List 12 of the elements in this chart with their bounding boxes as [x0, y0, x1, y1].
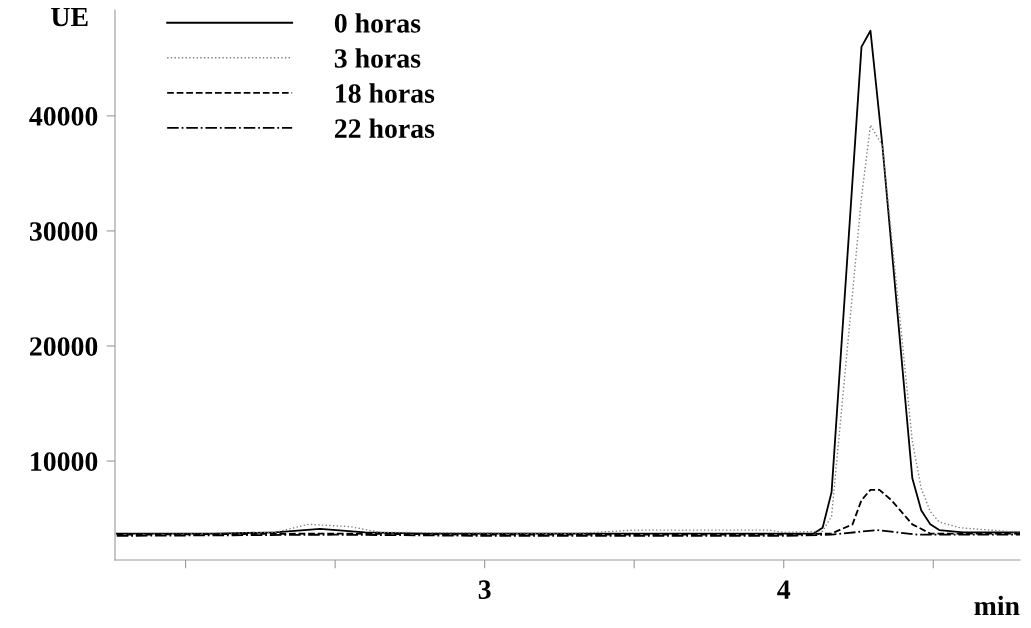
x-tick-label: 3 — [478, 580, 491, 599]
legend-label: 22 horas — [334, 118, 435, 138]
y-tick-label: 10000 — [31, 452, 98, 471]
legend-label: 18 horas — [336, 83, 435, 103]
y-tick-label: 30000 — [29, 222, 98, 241]
y-tick-label: 20000 — [30, 337, 98, 356]
y-tick-label: 40000 — [29, 107, 98, 126]
x-axis-title: min — [974, 595, 1020, 616]
legend-label: 0 horas — [334, 13, 421, 33]
x-tick-label: 4 — [777, 580, 791, 599]
y-axis-title: UE — [51, 7, 88, 27]
legend-label: 3 horas — [334, 48, 421, 68]
